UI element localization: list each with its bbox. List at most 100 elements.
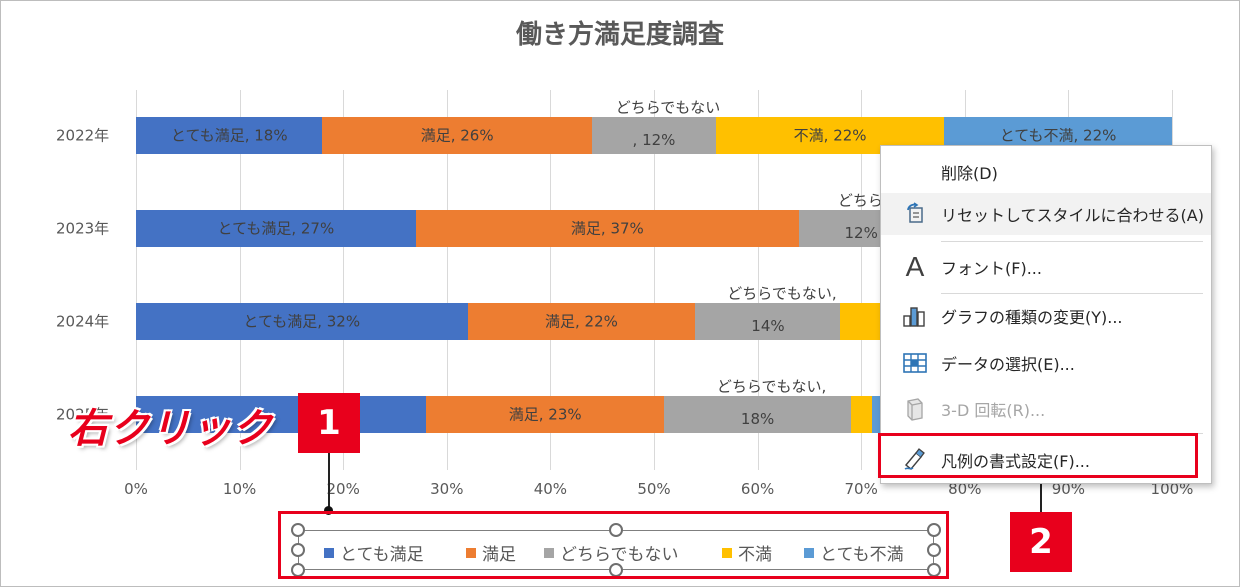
chart-type-icon	[901, 302, 929, 330]
x-tick-label: 60%	[740, 480, 775, 498]
step-1-pointer	[328, 453, 330, 511]
data-label: 満足, 22%	[545, 312, 618, 331]
gridline	[343, 90, 345, 470]
x-tick-label: 40%	[533, 480, 568, 498]
font-icon: A	[905, 251, 925, 282]
3d-rotation-icon	[901, 395, 929, 423]
bar-segment[interactable]	[591, 117, 717, 154]
gridline	[239, 90, 241, 470]
step-2-badge: 2	[1010, 512, 1072, 572]
legend-swatch	[544, 547, 554, 558]
menu-item-delete[interactable]: 削除(D)	[881, 151, 1211, 193]
menu-item-change-chart-type[interactable]: グラフの種類の変更(Y)...	[881, 295, 1211, 337]
menu-item-label: データの選択(E)...	[941, 355, 1075, 374]
data-label: 満足, 23%	[508, 405, 582, 424]
reset-style-icon	[901, 200, 929, 228]
menu-separator	[941, 241, 1203, 242]
resize-handle[interactable]	[927, 523, 941, 537]
format-legend-icon	[901, 446, 929, 474]
menu-item-label: リセットしてスタイルに合わせる(A)	[941, 206, 1204, 225]
gridline	[136, 90, 137, 470]
x-tick-label: 70%	[844, 480, 878, 498]
data-label: 18%	[740, 410, 775, 428]
legend-swatch	[804, 547, 814, 558]
legend-label: どちらでもない	[560, 545, 679, 565]
resize-handle[interactable]	[609, 523, 623, 537]
data-label: 満足, 26%	[420, 126, 494, 145]
data-label: とても満足, 18%	[170, 126, 288, 145]
data-label-overflow: どちらでもない,	[727, 284, 837, 303]
legend-label: とても満足	[340, 545, 424, 565]
menu-item-label: 凡例の書式設定(F)...	[941, 452, 1090, 471]
x-tick-label: 100%	[1150, 480, 1194, 498]
data-label: とても不満, 22%	[999, 126, 1117, 145]
y-category-label: 2022年	[56, 126, 110, 145]
data-label: 12%	[844, 224, 878, 242]
menu-item-reset-style[interactable]: リセットしてスタイルに合わせる(A)	[881, 193, 1211, 235]
data-label: 不満, 22%	[793, 126, 867, 145]
bar-segment[interactable]	[664, 396, 851, 433]
menu-item-label: フォント(F)...	[941, 259, 1042, 278]
legend-label: 満足	[482, 545, 516, 565]
bar-segment[interactable]	[850, 396, 872, 433]
step-1-pointer-dot	[324, 506, 333, 515]
chart-title[interactable]: 働き方満足度調査	[515, 20, 724, 50]
x-tick-label: 20%	[326, 480, 360, 498]
y-category-label: 2025年	[56, 405, 110, 424]
legend-swatch	[722, 547, 732, 558]
menu-separator	[941, 293, 1203, 294]
menu-item-label: 3-D 回転(R)...	[941, 401, 1046, 420]
bar-segment[interactable]	[136, 210, 416, 247]
legend-label: 不満	[738, 545, 772, 565]
bar-segment[interactable]	[415, 210, 800, 247]
data-label: とても満足, 32%	[243, 312, 361, 331]
x-tick-label: 50%	[637, 480, 671, 498]
resize-handle[interactable]	[927, 543, 941, 557]
bar-segment[interactable]	[136, 117, 323, 154]
resize-handle[interactable]	[291, 543, 305, 557]
x-tick-label: 90%	[1051, 480, 1086, 498]
menu-item-font[interactable]: A フォント(F)...	[881, 246, 1211, 288]
format-legend-highlight	[878, 433, 1198, 478]
data-label-overflow: どちらでもない,	[716, 377, 827, 396]
x-tick-label: 0%	[124, 480, 148, 498]
legend-entry[interactable]: 不満	[722, 540, 772, 565]
menu-item-format-legend[interactable]: 凡例の書式設定(F)...	[881, 439, 1211, 481]
gridline	[550, 90, 552, 470]
x-tick-label: 10%	[222, 480, 257, 498]
gridline	[446, 90, 448, 470]
legend-swatch	[466, 547, 476, 558]
data-label: , 12%	[632, 131, 676, 149]
legend-entry[interactable]: とても不満	[804, 540, 904, 565]
gridline	[757, 90, 759, 470]
resize-handle[interactable]	[291, 523, 305, 537]
bar-segment[interactable]	[426, 396, 665, 433]
legend-entry[interactable]: 満足	[466, 540, 516, 565]
menu-item-label: グラフの種類の変更(Y)...	[941, 308, 1123, 327]
menu-item-3d-rotation: 3-D 回転(R)...	[881, 388, 1211, 430]
y-category-label: 2024年	[56, 312, 110, 331]
data-label: とても満足, 27%	[217, 219, 335, 238]
legend-entry[interactable]: とても満足	[324, 540, 424, 565]
legend-entry[interactable]: どちらでもない	[544, 540, 679, 565]
legend-label: とても不満	[820, 545, 904, 565]
step-1-badge: 1	[298, 393, 360, 453]
menu-item-select-data[interactable]: データの選択(E)...	[881, 342, 1211, 384]
bar-segment[interactable]	[695, 303, 841, 340]
select-data-icon	[901, 349, 929, 377]
bar-segment[interactable]	[322, 117, 592, 154]
gridline	[654, 90, 655, 470]
x-tick-label: 80%	[948, 480, 982, 498]
y-category-label: 2023年	[56, 219, 110, 238]
context-menu: 削除(D) リセットしてスタイルに合わせる(A) A フォント(F)... グラ…	[880, 145, 1212, 484]
right-click-caption: 右クリック	[68, 406, 273, 452]
legend-highlight	[278, 511, 949, 579]
legend-swatch	[324, 547, 334, 558]
bar-segment[interactable]	[136, 303, 468, 340]
bar-segment[interactable]	[467, 303, 696, 340]
menu-item-label: 削除(D)	[941, 164, 998, 183]
data-label: 14%	[751, 317, 785, 335]
x-tick-label: 30%	[430, 480, 464, 498]
step-2-pointer	[1040, 478, 1042, 512]
bar-segment[interactable]	[136, 396, 427, 433]
